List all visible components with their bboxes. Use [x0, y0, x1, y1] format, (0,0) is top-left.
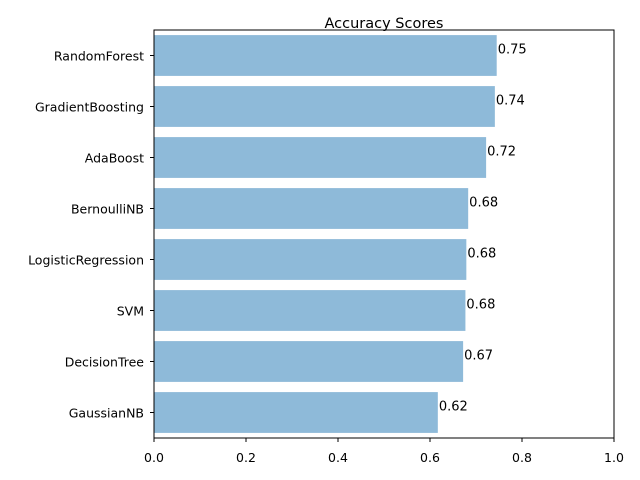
bars-group	[154, 35, 497, 433]
plot-frame	[153, 29, 615, 439]
y-tick-label-adaboost: AdaBoost	[85, 151, 144, 166]
value-label-decisiontree: 0.67	[464, 349, 493, 364]
bar-decisiontree	[154, 341, 464, 382]
value-label-gradientboosting: 0.74	[496, 94, 525, 109]
x-tick-label: 0.4	[328, 450, 348, 465]
y-tick-label-bernoullinb: BernoulliNB	[71, 202, 144, 217]
y-tick-label-gradientboosting: GradientBoosting	[35, 100, 144, 115]
bar-bernoullinb	[154, 188, 469, 229]
x-axis: 0.0 0.2 0.4 0.6 0.8 1.0	[144, 438, 624, 465]
value-label-bernoullinb: 0.68	[469, 196, 498, 211]
value-labels-group: 0.75 0.74 0.72 0.68 0.68 0.68 0.67 0.62	[439, 43, 527, 415]
value-label-adaboost: 0.72	[487, 145, 516, 160]
value-label-randomforest: 0.75	[498, 43, 527, 58]
value-label-gaussiannb: 0.62	[439, 400, 468, 415]
bar-logisticregression	[154, 239, 467, 280]
y-tick-label-randomforest: RandomForest	[54, 49, 144, 64]
y-tick-label-logisticregression: LogisticRegression	[28, 253, 144, 268]
value-label-svm: 0.68	[466, 298, 495, 313]
x-tick-label: 0.8	[512, 450, 532, 465]
bar-adaboost	[154, 137, 487, 178]
value-label-logisticregression: 0.68	[467, 247, 496, 262]
x-tick-label: 1.0	[604, 450, 624, 465]
x-tick-label: 0.0	[144, 450, 164, 465]
x-tick-label: 0.2	[236, 450, 256, 465]
bar-svm	[154, 290, 466, 331]
bar-gradientboosting	[154, 86, 495, 127]
x-tick-label: 0.6	[420, 450, 440, 465]
y-tick-label-decisiontree: DecisionTree	[65, 355, 145, 370]
y-axis: RandomForest GradientBoosting AdaBoost Bern…	[28, 49, 154, 421]
y-tick-label-gaussiannb: GaussianNB	[69, 406, 144, 421]
chart-title: Accuracy Scores	[325, 16, 444, 32]
bar-randomforest	[154, 35, 497, 76]
y-tick-label-svm: SVM	[117, 304, 144, 319]
bar-gaussiannb	[154, 392, 438, 433]
